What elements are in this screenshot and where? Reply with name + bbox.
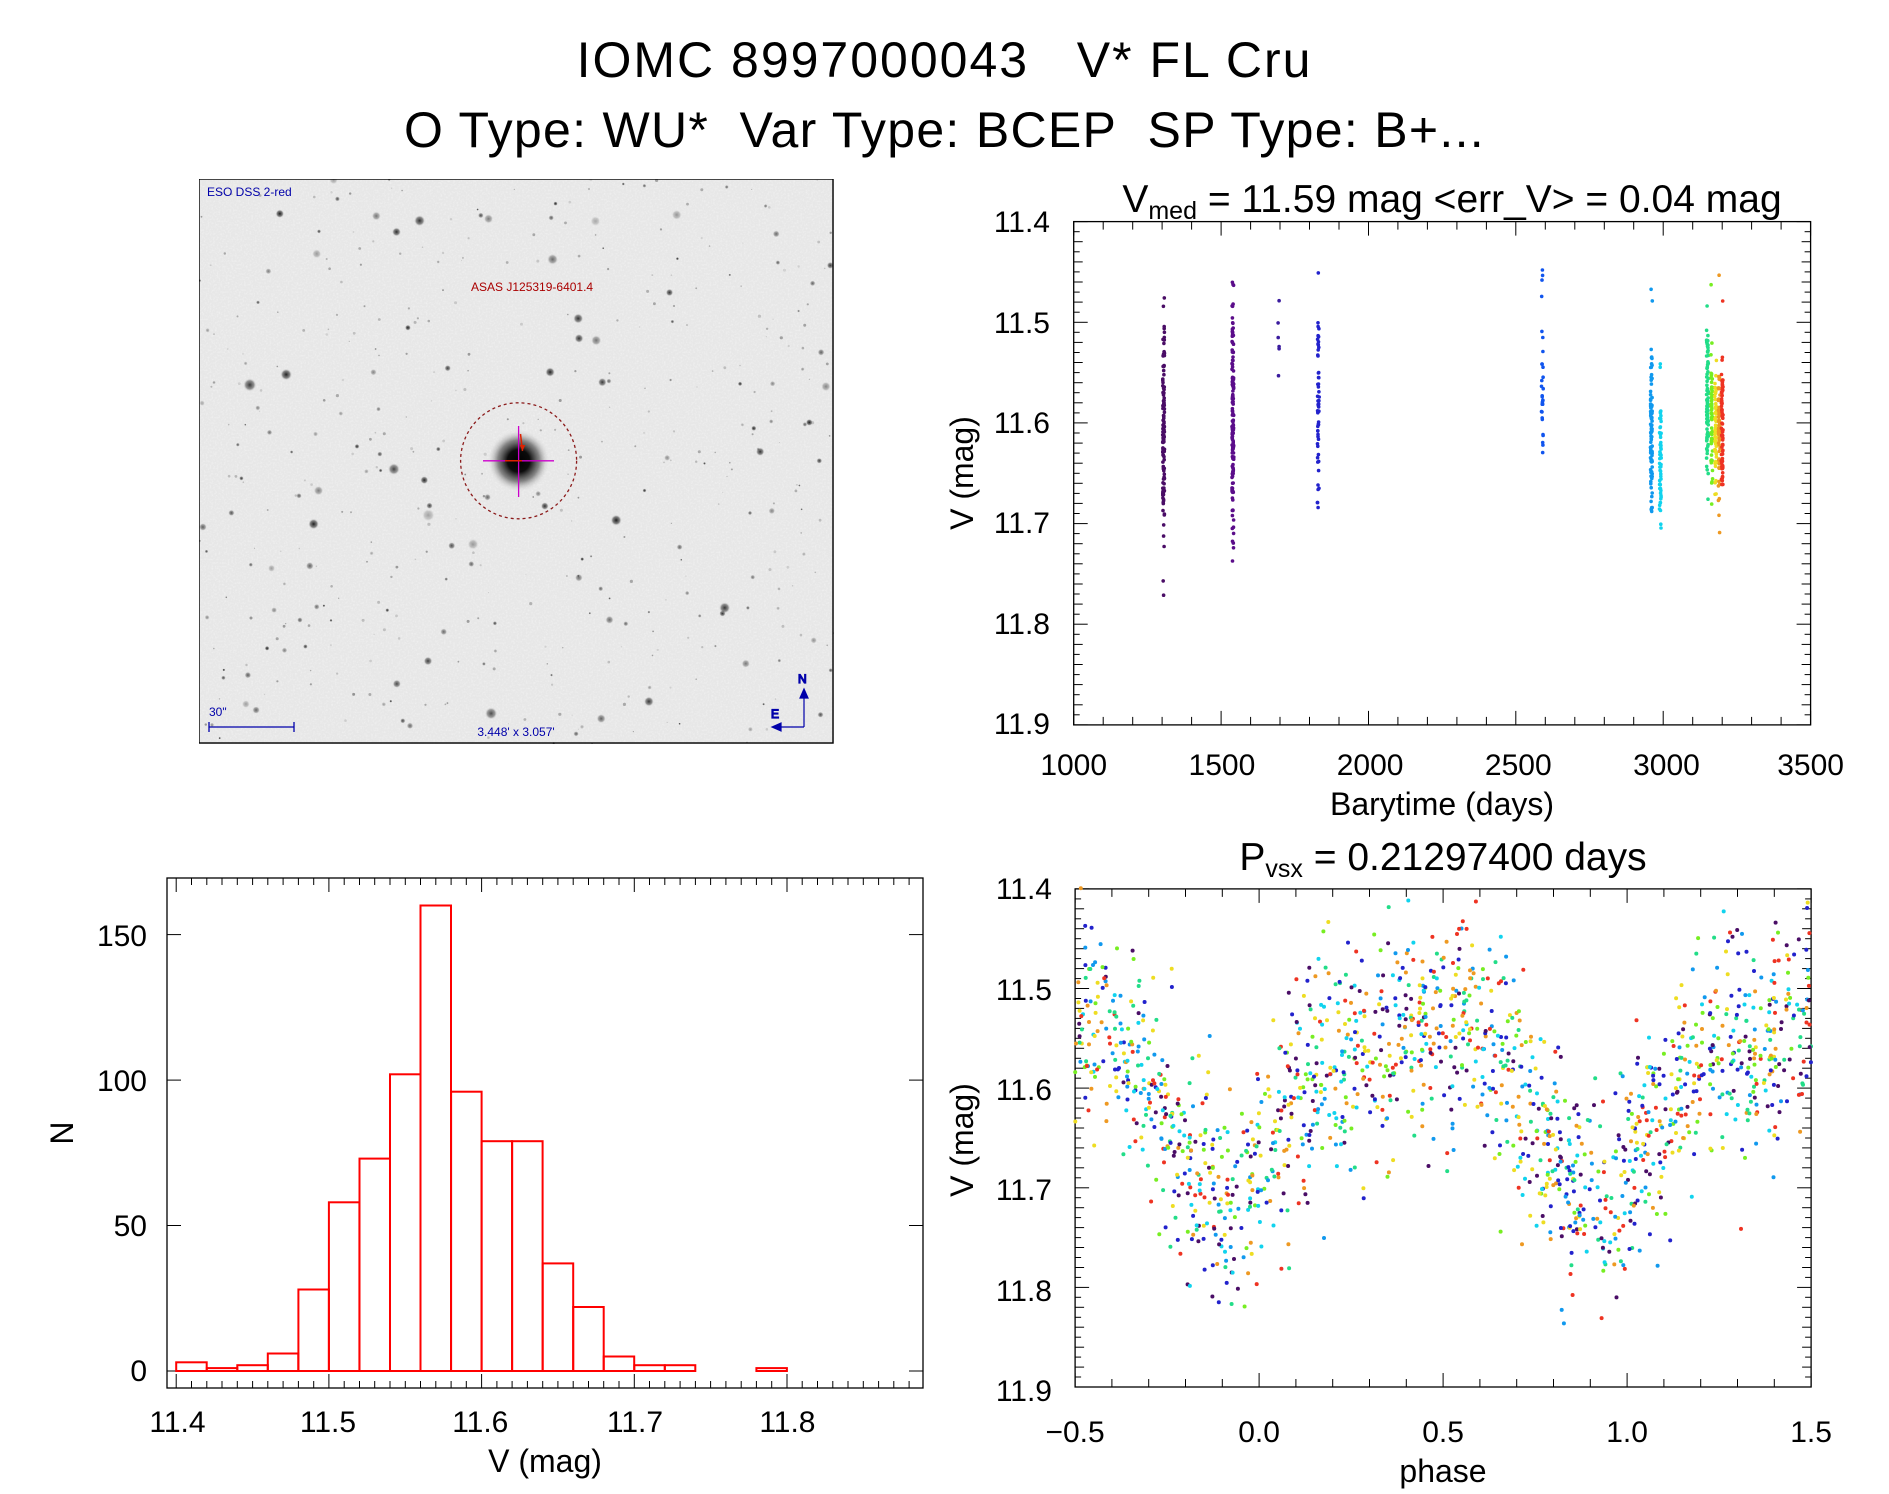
svg-text:11.5: 11.5: [996, 974, 1052, 1007]
svg-text:phase: phase: [1399, 1453, 1486, 1489]
svg-text:11.8: 11.8: [996, 1275, 1052, 1308]
svg-text:0.0: 0.0: [1238, 1416, 1280, 1449]
svg-text:1.0: 1.0: [1606, 1416, 1648, 1449]
svg-text:11.7: 11.7: [996, 1174, 1052, 1207]
svg-text:1.5: 1.5: [1790, 1416, 1832, 1449]
svg-text:11.4: 11.4: [996, 873, 1052, 906]
svg-text:V (mag): V (mag): [944, 1083, 980, 1197]
svg-text:11.6: 11.6: [996, 1074, 1052, 1107]
svg-text:−0.5: −0.5: [1045, 1416, 1104, 1449]
svg-text:11.9: 11.9: [996, 1375, 1052, 1408]
svg-text:Pvsx = 0.21297400 days: Pvsx = 0.21297400 days: [1239, 836, 1646, 883]
svg-text:0.5: 0.5: [1422, 1416, 1464, 1449]
